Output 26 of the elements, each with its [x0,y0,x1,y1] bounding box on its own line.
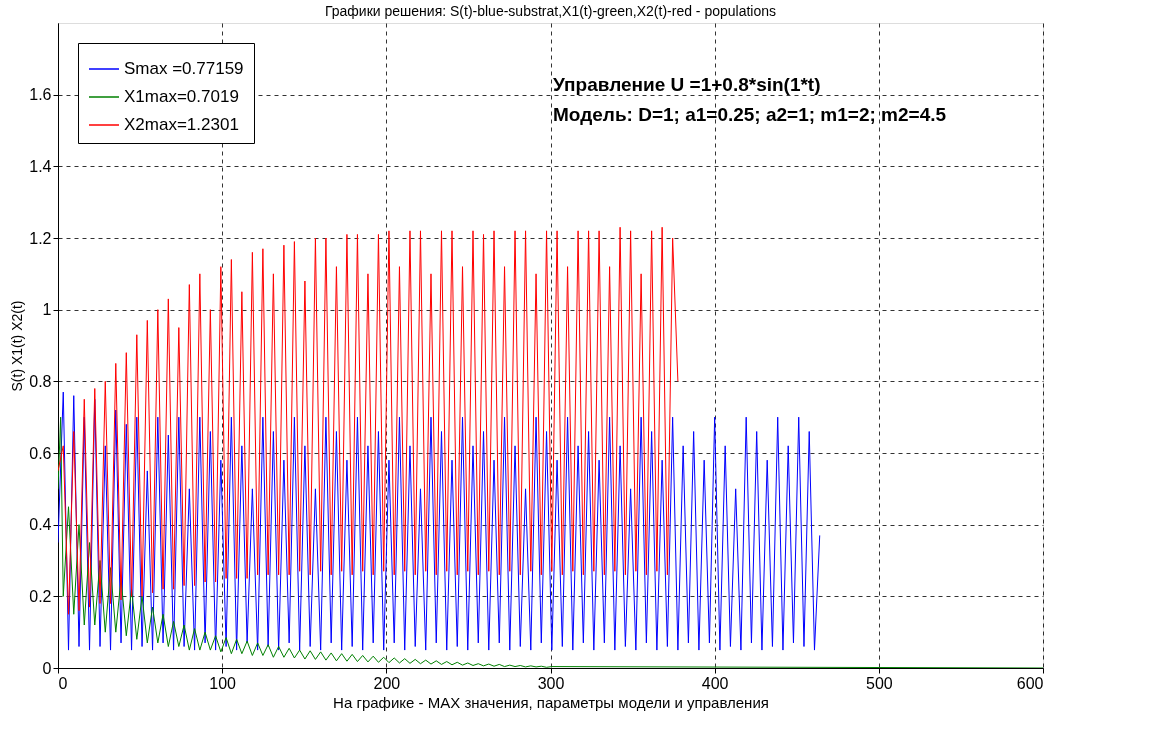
y-tick-label: 1.4 [29,157,52,175]
x-axis-title: На графике - MAX значения, параметры модели и управления [333,693,769,711]
chart-title: Графики решения: S(t)-blue-substrat,X1(t)-green,X2(t)-red - populations [324,3,777,19]
x-tick-label: 0 [58,674,68,692]
y-tick-label: 0.4 [29,516,52,534]
y-tick-label: 1 [42,301,52,319]
legend-label: X1max=0.7019 [124,87,239,106]
x-tick-label: 300 [537,674,565,692]
y-tick-label: 0.2 [29,587,52,605]
y-axis-title: S(t) X1(t) X2(t) [9,300,26,392]
y-tick-label: 1.6 [29,86,52,104]
line-series [58,226,679,615]
annotation: Управление U =1+0.8*sin(1*t) [553,74,821,95]
line-series [58,391,821,651]
y-tick-label: 0.8 [29,372,52,390]
annotation: Модель: D=1; a1=0.25; a2=1; m1=2; m2=4.5 [553,104,947,125]
legend-label: Smax =0.77159 [124,59,244,78]
legend-label: X2max=1.2301 [124,115,239,134]
x-tick-label: 100 [209,674,237,692]
y-tick-label: 0 [42,659,52,677]
x-tick-label: 200 [373,674,401,692]
x-tick-label: 400 [701,674,729,692]
y-tick-label: 0.6 [29,444,52,462]
x-tick-label: 500 [865,674,893,692]
x-tick-label: 600 [1016,674,1044,692]
y-tick-label: 1.2 [29,229,52,247]
